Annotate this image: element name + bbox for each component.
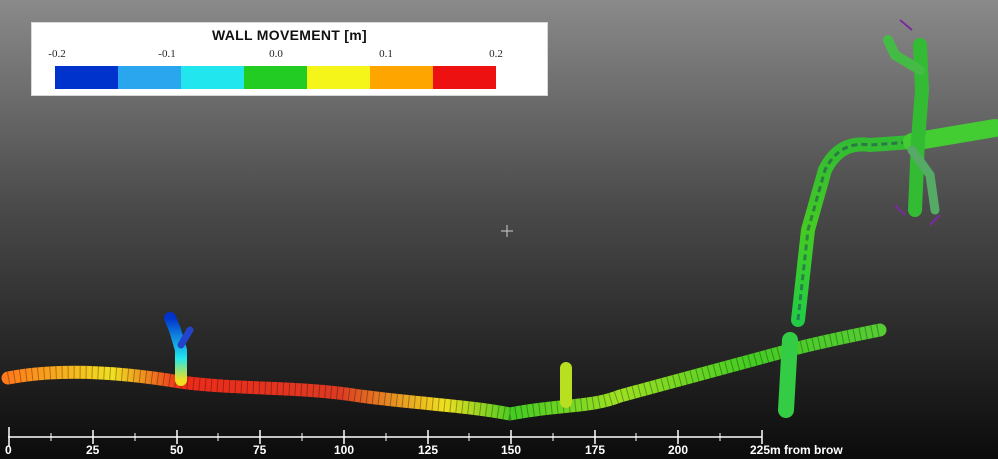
legend-tick: 0.0	[269, 48, 283, 60]
legend-color-segment	[55, 66, 118, 89]
axis-label: 50	[170, 443, 184, 457]
tunnel-upper-branch	[903, 119, 998, 151]
tunnel-crosscut	[778, 332, 798, 418]
tunnel-stub-50m-fork	[177, 326, 194, 349]
tunnel-incline-texture	[796, 140, 913, 321]
axis-label: 75	[253, 443, 267, 457]
legend-color-segment	[370, 66, 433, 89]
axis-label: 175	[585, 443, 606, 457]
legend-color-segment	[307, 66, 370, 89]
legend-tick: -0.2	[48, 48, 66, 60]
tunnel-upper-left-arm	[883, 35, 925, 75]
legend-color-segment	[118, 66, 181, 89]
legend-color-segment	[433, 66, 496, 89]
axis-label: 225m from brow	[750, 443, 843, 457]
legend-color-segment	[244, 66, 307, 89]
tunnel-upper-noise	[894, 19, 941, 226]
legend-color-bar	[55, 66, 496, 89]
axis-label: 0	[5, 443, 12, 457]
tunnel-stub-50m	[164, 312, 187, 386]
axis-label: 100	[334, 443, 355, 457]
axis-label: 200	[668, 443, 689, 457]
legend-color-segment	[181, 66, 244, 89]
tunnel-incline	[791, 135, 919, 327]
crosshair-cursor-icon	[501, 225, 513, 237]
tunnel-lower-right-arm	[907, 145, 940, 215]
distance-scale-axis	[8, 427, 763, 446]
axis-label: 150	[501, 443, 522, 457]
color-legend: WALL MOVEMENT [m] -0.2 -0.1 0.0 0.1 0.2	[31, 22, 548, 96]
legend-tick: -0.1	[158, 48, 176, 60]
legend-tick: 0.1	[379, 48, 393, 60]
legend-title: WALL MOVEMENT [m]	[212, 27, 367, 43]
axis-label: 125	[418, 443, 439, 457]
legend-tick: 0.2	[489, 48, 503, 60]
axis-label: 25	[86, 443, 100, 457]
